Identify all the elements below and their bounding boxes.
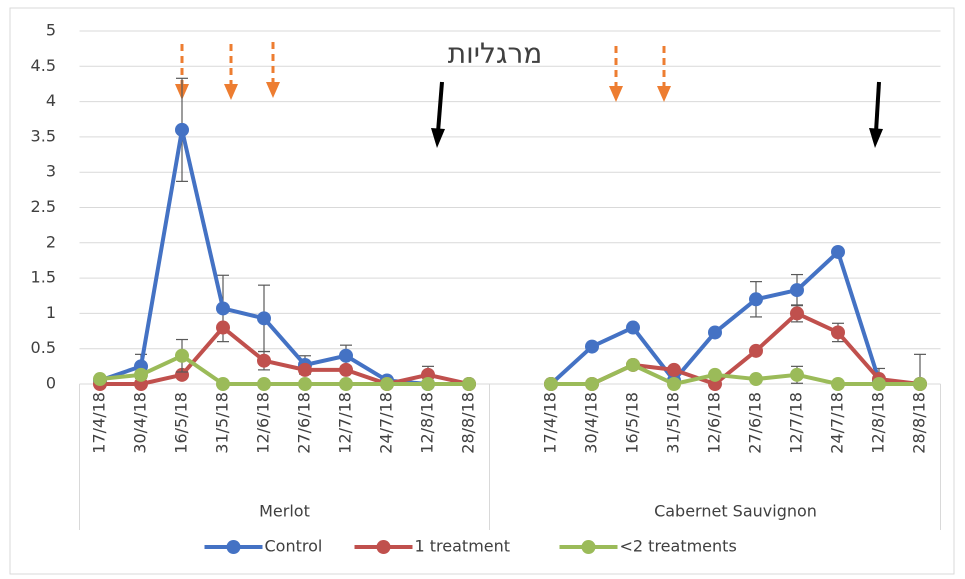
data-point bbox=[134, 367, 148, 382]
legend-label: <2 treatments bbox=[620, 537, 737, 556]
data-point bbox=[626, 320, 640, 335]
x-tick-label: 27/6/18 bbox=[746, 392, 765, 454]
data-point bbox=[257, 353, 271, 368]
data-point bbox=[585, 339, 599, 354]
data-point bbox=[216, 320, 230, 335]
y-tick-label: 4.5 bbox=[31, 56, 56, 75]
x-tick-label: 24/7/18 bbox=[828, 392, 847, 454]
data-point bbox=[749, 343, 763, 358]
y-tick-label: 2 bbox=[46, 232, 56, 251]
x-tick-label: 27/6/18 bbox=[295, 392, 314, 454]
data-point bbox=[175, 348, 189, 363]
series-line bbox=[549, 249, 921, 386]
data-point bbox=[175, 367, 189, 382]
legend-swatch-marker bbox=[226, 540, 241, 554]
data-point bbox=[93, 372, 107, 387]
x-tick-label: 30/4/18 bbox=[131, 392, 150, 454]
data-point bbox=[216, 301, 230, 316]
data-point bbox=[380, 377, 394, 391]
y-tick-label: 4 bbox=[46, 91, 56, 110]
group-label: Cabernet Sauvignon bbox=[654, 502, 817, 521]
x-tick-label: 12/6/18 bbox=[705, 392, 724, 454]
legend-swatch-marker bbox=[581, 540, 596, 554]
data-point bbox=[626, 357, 640, 372]
legend-label: Control bbox=[265, 537, 323, 556]
x-tick-label: 31/5/18 bbox=[213, 392, 232, 454]
x-tick-label: 12/8/18 bbox=[418, 392, 437, 454]
group-label: Merlot bbox=[259, 502, 310, 521]
legend-label: 1 treatment bbox=[415, 537, 511, 556]
data-point bbox=[339, 377, 353, 391]
y-tick-label: 5 bbox=[46, 21, 56, 40]
y-tick-label: 0 bbox=[46, 374, 56, 393]
y-tick-label: 0.5 bbox=[31, 338, 56, 357]
y-tick-label: 3 bbox=[46, 162, 56, 181]
x-tick-label: 28/8/18 bbox=[459, 392, 478, 454]
x-tick-label: 16/5/18 bbox=[623, 392, 642, 454]
data-point bbox=[790, 367, 804, 382]
series-line bbox=[100, 325, 470, 386]
data-point bbox=[790, 283, 804, 298]
data-point bbox=[749, 292, 763, 307]
chart-frame bbox=[9, 7, 955, 575]
data-point bbox=[667, 362, 681, 377]
data-point bbox=[831, 325, 845, 340]
data-point bbox=[708, 367, 722, 382]
data-point bbox=[585, 377, 599, 391]
data-point bbox=[421, 377, 435, 391]
chart-title: מרגליות bbox=[448, 37, 543, 70]
x-tick-label: 17/4/18 bbox=[541, 392, 560, 454]
x-tick-label: 12/7/18 bbox=[336, 392, 355, 454]
y-tick-label: 2.5 bbox=[31, 197, 56, 216]
x-tick-label: 30/4/18 bbox=[582, 392, 601, 454]
x-tick-label: 17/4/18 bbox=[90, 392, 109, 454]
y-tick-label: 3.5 bbox=[31, 126, 56, 145]
data-point bbox=[257, 377, 271, 391]
data-point bbox=[872, 377, 886, 391]
data-point bbox=[913, 377, 927, 391]
data-point bbox=[790, 306, 804, 321]
data-point bbox=[298, 362, 312, 377]
x-tick-label: 12/8/18 bbox=[869, 392, 888, 454]
data-point bbox=[831, 377, 845, 391]
data-point bbox=[749, 372, 763, 387]
data-point bbox=[339, 362, 353, 377]
x-tick-label: 31/5/18 bbox=[664, 392, 683, 454]
x-tick-label: 24/7/18 bbox=[377, 392, 396, 454]
x-tick-label: 12/6/18 bbox=[254, 392, 273, 454]
data-point bbox=[831, 244, 845, 259]
data-point bbox=[667, 377, 681, 391]
legend-swatch-marker bbox=[376, 540, 391, 554]
data-point bbox=[216, 377, 230, 391]
data-point bbox=[544, 377, 558, 391]
data-point bbox=[175, 122, 189, 137]
x-tick-label: 16/5/18 bbox=[172, 392, 191, 454]
x-tick-label: 12/7/18 bbox=[787, 392, 806, 454]
data-point bbox=[462, 377, 476, 391]
y-tick-label: 1 bbox=[46, 303, 56, 322]
data-point bbox=[257, 311, 271, 326]
series-line bbox=[99, 353, 469, 386]
data-point bbox=[339, 348, 353, 363]
y-tick-label: 1.5 bbox=[31, 268, 56, 287]
series-line bbox=[551, 362, 920, 386]
x-tick-label: 28/8/18 bbox=[910, 392, 929, 454]
data-point bbox=[298, 377, 312, 391]
data-point bbox=[708, 325, 722, 340]
